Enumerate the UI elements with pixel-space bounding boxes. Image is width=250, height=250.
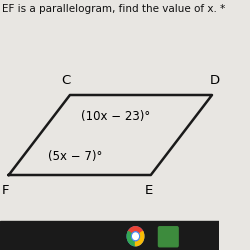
FancyBboxPatch shape: [158, 227, 178, 247]
Text: EF is a parallelogram, find the value of x. *: EF is a parallelogram, find the value of…: [2, 4, 226, 14]
Circle shape: [127, 227, 144, 246]
Text: E: E: [144, 184, 153, 196]
Text: F: F: [2, 184, 9, 196]
Circle shape: [132, 232, 139, 240]
Text: D: D: [210, 74, 220, 86]
Circle shape: [132, 232, 140, 241]
Bar: [0, 221, 218, 250]
Text: C: C: [61, 74, 70, 86]
Text: (10x − 23)°: (10x − 23)°: [81, 110, 150, 123]
Wedge shape: [128, 227, 143, 236]
Circle shape: [133, 233, 138, 239]
Text: (5x − 7)°: (5x − 7)°: [48, 150, 102, 163]
Wedge shape: [136, 232, 144, 246]
Wedge shape: [127, 232, 136, 246]
